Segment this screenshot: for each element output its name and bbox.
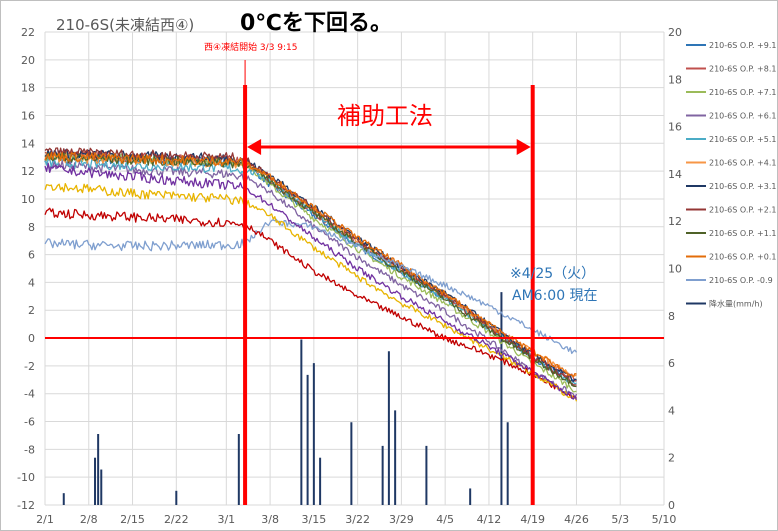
y-right-tick-label: 12	[668, 215, 682, 228]
legend-entry: 210-6S O.P. +1.1	[709, 229, 776, 238]
x-tick-label: 2/1	[36, 513, 54, 526]
freeze-start-annotation: 西④凍結開始 3/3 9:15	[204, 41, 298, 53]
y-right-tick-label: 14	[668, 168, 682, 181]
y-right-tick-label: 8	[668, 310, 675, 323]
legend: 210-6S O.P. +9.1 210-6S O.P. +8.1 210-6S O…	[686, 41, 776, 309]
temperature-series-line	[44, 182, 578, 402]
x-tick-label: 4/19	[520, 513, 545, 526]
legend-entry: 210-6S O.P. +8.1	[709, 65, 776, 74]
legend-entry: 210-6S O.P. -0.9	[709, 276, 773, 285]
current-date-annotation: ※4/25（火）	[510, 266, 595, 282]
y-left-tick-label: 8	[28, 221, 35, 234]
y-left-tick-label: -6	[24, 416, 35, 429]
y-left-tick-label: 2	[28, 304, 35, 317]
chart-title: 210-6S(未凍結西④)	[56, 16, 194, 34]
arrow-head-left	[247, 139, 262, 155]
x-tick-label: 3/1	[217, 513, 235, 526]
y-left-tick-label: 18	[21, 82, 35, 95]
y-left-tick-label: -4	[24, 388, 35, 401]
x-tick-label: 2/8	[80, 513, 98, 526]
y-left-tick-label: -2	[24, 360, 35, 373]
legend-entry: 降水量(mm/h)	[709, 299, 763, 309]
y-right-tick-label: 20	[668, 26, 682, 39]
x-tick-label: 5/3	[611, 513, 629, 526]
x-axis: 2/1 2/8 2/15 2/22 3/1 3/8 3/15 3/22 3/29 4/5 4/12 4…	[36, 513, 676, 526]
legend-entry: 210-6S O.P. +3.1	[709, 182, 776, 191]
y-left-tick-label: 6	[28, 249, 35, 262]
arrow-head-right	[516, 139, 531, 155]
vertical-markers	[243, 60, 535, 505]
y-left-tick-label: 12	[21, 165, 35, 178]
y-left-tick-label: 10	[21, 193, 35, 206]
x-tick-label: 4/12	[477, 513, 502, 526]
chart-subtitle: 0℃を下回る。	[240, 11, 392, 36]
aux-method-label: 補助工法	[337, 102, 433, 130]
temperature-series-line	[44, 163, 578, 400]
y-left-tick-label: 0	[28, 332, 35, 345]
y-right-tick-label: 4	[668, 404, 675, 417]
y-left-tick-label: -12	[17, 499, 35, 512]
x-tick-label: 3/29	[389, 513, 414, 526]
temperature-series	[44, 147, 578, 402]
y-right-tick-label: 10	[668, 263, 682, 276]
y-left-tick-label: -10	[17, 471, 35, 484]
x-tick-label: 2/15	[120, 513, 145, 526]
y-right-tick-label: 6	[668, 357, 675, 370]
x-tick-label: 3/15	[302, 513, 327, 526]
x-tick-label: 5/10	[652, 513, 677, 526]
x-tick-label: 2/22	[164, 513, 189, 526]
y-left-tick-label: 14	[21, 137, 35, 150]
legend-entry: 210-6S O.P. +4.1	[709, 159, 776, 168]
temperature-series-line	[44, 218, 578, 355]
grid-lines	[44, 31, 665, 506]
temperature-series-line	[44, 207, 577, 399]
x-tick-label: 3/8	[261, 513, 279, 526]
legend-entry: 210-6S O.P. +5.1	[709, 135, 776, 144]
y-left-tick-label: -8	[24, 443, 35, 456]
y-right-tick-label: 2	[668, 452, 675, 465]
y-left-tick-label: 16	[21, 109, 35, 122]
x-tick-label: 4/5	[436, 513, 454, 526]
aux-method-arrow	[247, 139, 531, 155]
temperature-series-line	[44, 151, 577, 378]
legend-entry: 210-6S O.P. +0.1	[709, 253, 776, 262]
current-time-annotation: AM6:00 現在	[512, 288, 598, 304]
y-left-tick-label: 20	[21, 54, 35, 67]
legend-entry: 210-6S O.P. +2.1	[709, 206, 776, 215]
y-right-tick-label: 16	[668, 121, 682, 134]
x-tick-label: 3/22	[345, 513, 370, 526]
y-right-tick-label: 18	[668, 73, 682, 86]
y-left-tick-label: 4	[28, 276, 35, 289]
temperature-series-line	[44, 152, 577, 388]
x-tick-label: 4/26	[564, 513, 589, 526]
temperature-series-line	[44, 159, 578, 399]
precipitation-bars	[62, 292, 534, 505]
legend-entry: 210-6S O.P. +9.1	[709, 41, 776, 50]
y-right-tick-label: 0	[668, 499, 675, 512]
legend-entry: 210-6S O.P. +7.1	[709, 88, 776, 97]
legend-entry: 210-6S O.P. +6.1	[709, 112, 776, 121]
y-left-tick-label: 22	[21, 26, 35, 39]
